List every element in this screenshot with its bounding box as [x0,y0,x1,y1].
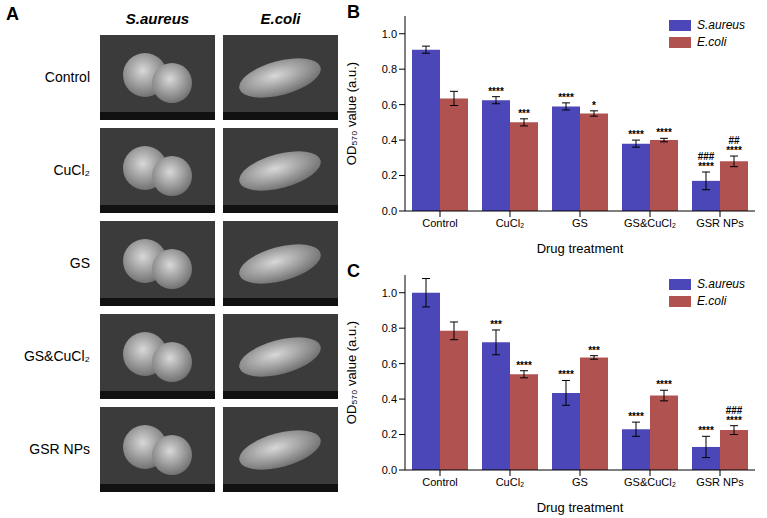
html-text:S.aureus: S.aureus [125,10,190,27]
svg-text:GS&CuCl₂: GS&CuCl₂ [624,217,676,229]
svg-text:0.8: 0.8 [382,63,397,75]
html-text:GS&CuCl₂: GS&CuCl₂ [23,347,90,364]
svg-text:****: **** [726,415,742,426]
svg-text:0.4: 0.4 [382,393,397,405]
svg-text:***: *** [490,319,502,330]
svg-text:CuCl₂: CuCl₂ [496,217,525,229]
svg-text:GSR NPs: GSR NPs [696,476,744,488]
svg-text:***: *** [588,345,600,356]
svg-text:****: **** [726,145,742,156]
html-text:E.coli: E.coli [697,35,727,49]
svg-text:GS&CuCl₂: GS&CuCl₂ [624,476,676,488]
svg-text:Drug treatment: Drug treatment [537,241,624,256]
svg-text:GS: GS [572,476,588,488]
html-text:C: C [347,261,360,281]
svg-text:OD₅₇₀ value (a.u.): OD₅₇₀ value (a.u.) [345,321,359,424]
svg-text:****: **** [558,369,574,380]
svg-text:0.0: 0.0 [382,205,397,217]
svg-text:##: ## [728,135,740,146]
svg-text:0.0: 0.0 [382,464,397,476]
svg-text:0.2: 0.2 [382,169,397,181]
svg-text:****: **** [558,92,574,103]
html-text:Control: Control [44,68,90,85]
html-text:S.aureus: S.aureus [697,277,745,291]
svg-text:0.8: 0.8 [382,322,397,334]
svg-text:****: **** [698,161,714,172]
svg-text:0.6: 0.6 [382,99,397,111]
html-text:E.coli: E.coli [697,294,727,308]
svg-text:*: * [592,100,596,111]
svg-text:CuCl₂: CuCl₂ [496,476,525,488]
svg-text:****: **** [628,411,644,422]
svg-text:Control: Control [422,476,457,488]
svg-text:****: **** [698,425,714,436]
svg-text:****: **** [516,360,532,371]
svg-text:GSR NPs: GSR NPs [696,217,744,229]
svg-text:0.2: 0.2 [382,428,397,440]
svg-text:0.6: 0.6 [382,358,397,370]
svg-text:****: **** [628,129,644,140]
svg-text:OD₅₇₀ value (a.u.): OD₅₇₀ value (a.u.) [345,62,359,165]
svg-text:Drug treatment: Drug treatment [537,500,624,515]
svg-text:###: ### [698,151,715,162]
html-text:A: A [6,4,19,24]
svg-text:GS: GS [572,217,588,229]
svg-text:****: **** [656,379,672,390]
svg-text:1.0: 1.0 [382,28,397,40]
html-text:GSR NPs: GSR NPs [29,440,90,457]
svg-text:Control: Control [422,217,457,229]
svg-text:###: ### [726,405,743,416]
html-text:CuCl₂: CuCl₂ [53,161,90,178]
svg-text:****: **** [488,86,504,97]
svg-text:0.4: 0.4 [382,134,397,146]
html-text:B: B [347,2,360,22]
svg-text:****: **** [656,127,672,138]
html-text:GS: GS [69,254,90,271]
svg-text:***: *** [518,108,530,119]
svg-text:1.0: 1.0 [382,287,397,299]
html-text:E.coli: E.coli [260,10,301,27]
html-text:S.aureus: S.aureus [697,18,745,32]
